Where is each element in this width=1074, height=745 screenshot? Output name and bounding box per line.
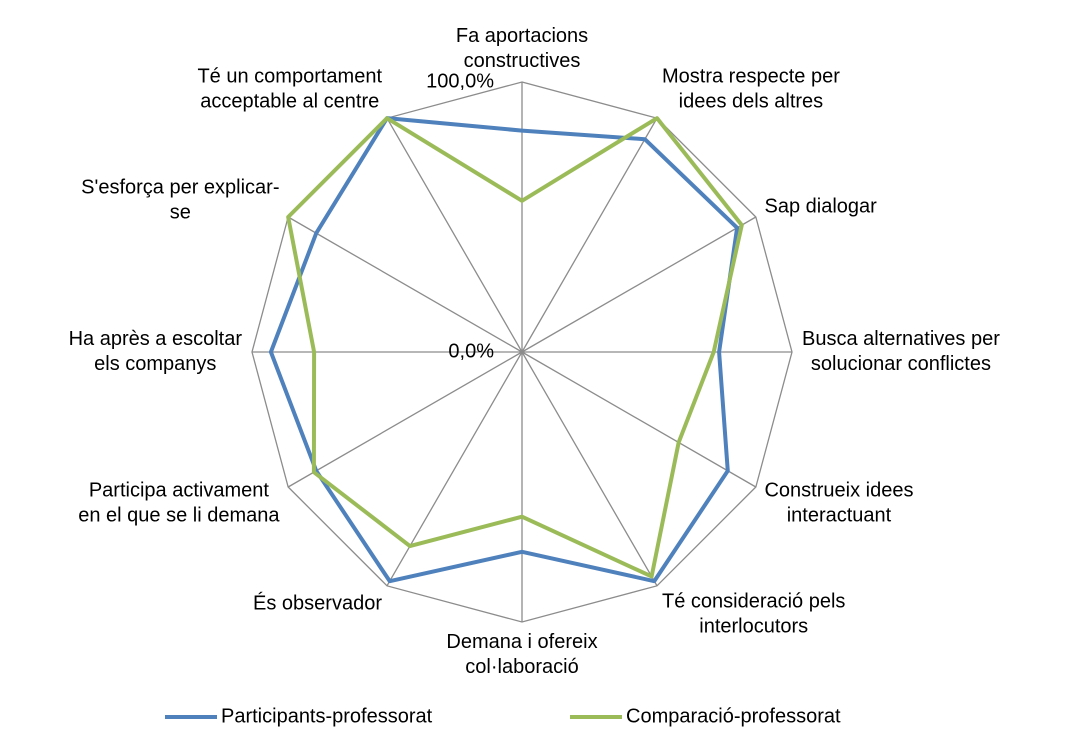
series-line: [268, 116, 740, 584]
spoke: [386, 351, 523, 587]
category-line: interlocutors: [699, 615, 809, 638]
category-line: acceptable al centre: [200, 90, 380, 113]
spoke: [521, 117, 658, 353]
category-label: Ha après a escoltar els companys: [69, 327, 242, 377]
category-label: Fa aportacions constructives: [456, 24, 588, 74]
category-label: Construeix idees interactuant: [764, 479, 913, 529]
category-line: És observador: [253, 592, 382, 615]
category-line: Té consideració pels: [662, 590, 846, 613]
category-label: Demana i ofereix col·laboració: [446, 630, 597, 680]
category-label: Busca alternatives per solucionar conflic…: [802, 327, 1000, 377]
category-label: Mostra respecte per idees dels altres: [662, 65, 840, 115]
category-line: idees dels altres: [678, 90, 824, 113]
category-label: Participa activament en el que se li dema…: [78, 479, 279, 529]
category-label: Té un comportament acceptable al centre: [197, 65, 382, 115]
spoke: [521, 351, 658, 587]
category-line: Busca alternatives per: [802, 328, 1000, 350]
spoke: [521, 216, 757, 353]
category-line: Construeix idees: [764, 479, 914, 502]
category-line: en el que se li demana: [78, 504, 280, 527]
category-line: Sap dialogar: [764, 195, 877, 218]
spoke: [287, 351, 523, 488]
category-line: S'esforça per explicar-: [81, 176, 280, 199]
category-line: Demana i ofereix: [446, 631, 598, 653]
category-line: constructives: [463, 50, 581, 72]
spoke: [287, 216, 523, 353]
category-label: Té consideració pels interlocutors: [662, 589, 845, 639]
category-line: solucionar conflictes: [810, 353, 991, 375]
spoke: [386, 117, 523, 353]
category-label: És observador: [253, 591, 382, 616]
category-line: se: [169, 201, 191, 224]
r-tick-label: 100,0%: [426, 70, 494, 92]
category-line: Mostra respecte per: [662, 65, 840, 88]
category-line: Ha après a escoltar: [68, 328, 242, 350]
category-line: els companys: [94, 353, 217, 375]
category-line: Fa aportacions: [455, 25, 589, 47]
category-line: Participa activament: [88, 479, 269, 502]
spoke: [521, 351, 757, 488]
series-line: [286, 116, 744, 579]
category-line: interactuant: [786, 504, 892, 527]
category-label: Sap dialogar: [764, 194, 876, 219]
category-line: col·laboració: [465, 656, 579, 678]
legend-label: Participants-professorat: [221, 705, 433, 727]
r-tick-label: 0,0%: [448, 340, 494, 362]
category-line: Té un comportament: [197, 65, 382, 88]
category-label: S'esforça per explicar-se: [81, 176, 279, 226]
legend-label: Comparació-professorat: [626, 705, 841, 727]
